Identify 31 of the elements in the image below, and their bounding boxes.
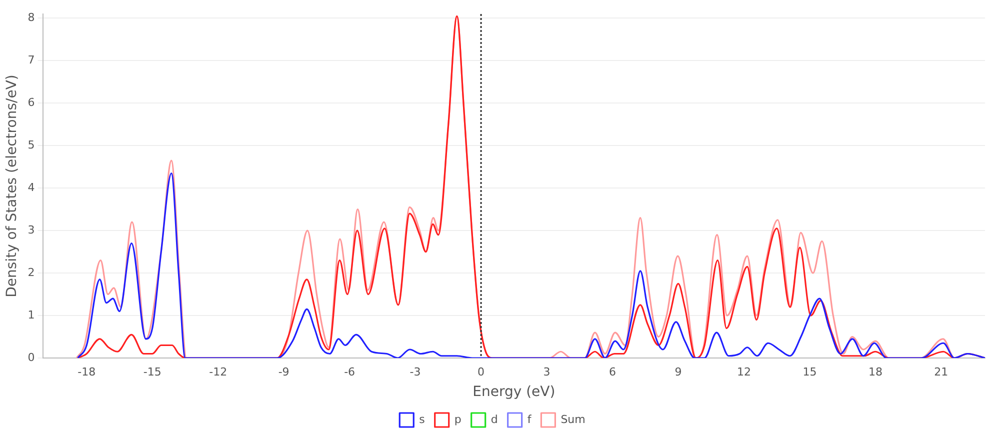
x-tick-label: -3 xyxy=(410,365,421,378)
y-tick-label: 2 xyxy=(28,266,35,279)
y-tick-label: 1 xyxy=(28,308,35,322)
legend-label: p xyxy=(454,412,462,426)
x-tick-label: 12 xyxy=(736,365,751,378)
x-tick-label: 3 xyxy=(543,365,550,378)
x-tick-label: 21 xyxy=(934,365,948,378)
x-tick-label: 15 xyxy=(802,365,817,378)
y-tick-label: 7 xyxy=(28,54,35,67)
y-tick-label: 0 xyxy=(28,350,35,364)
y-tick-label: 3 xyxy=(28,223,35,236)
x-tick-label: -15 xyxy=(143,365,162,378)
x-tick-label: -6 xyxy=(344,365,356,378)
y-tick-label: 8 xyxy=(28,11,35,24)
y-tick-label: 5 xyxy=(28,138,35,152)
x-tick-label: 0 xyxy=(478,365,485,378)
legend-label: f xyxy=(527,412,532,426)
legend-label: Sum xyxy=(560,412,586,426)
y-tick-label: 6 xyxy=(28,96,35,110)
x-tick-label: 9 xyxy=(674,365,682,378)
y-tick-label: 4 xyxy=(28,180,35,194)
x-axis-title: Energy (eV) xyxy=(472,384,556,400)
x-tick-label: -12 xyxy=(209,365,228,378)
line-series xyxy=(77,172,985,358)
y-axis-title: Density of States (electrons/eV) xyxy=(4,74,20,298)
legend-label: s xyxy=(419,412,426,426)
x-tick-label: 18 xyxy=(868,365,882,378)
x-tick-label: -9 xyxy=(278,365,290,378)
x-tick-label: -18 xyxy=(78,365,96,378)
x-tick-label: 6 xyxy=(609,365,616,378)
legend-label: d xyxy=(490,412,498,426)
